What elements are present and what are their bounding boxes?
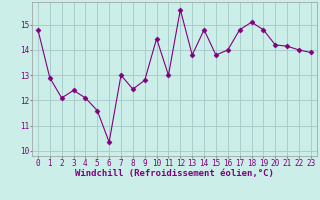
X-axis label: Windchill (Refroidissement éolien,°C): Windchill (Refroidissement éolien,°C): [75, 169, 274, 178]
